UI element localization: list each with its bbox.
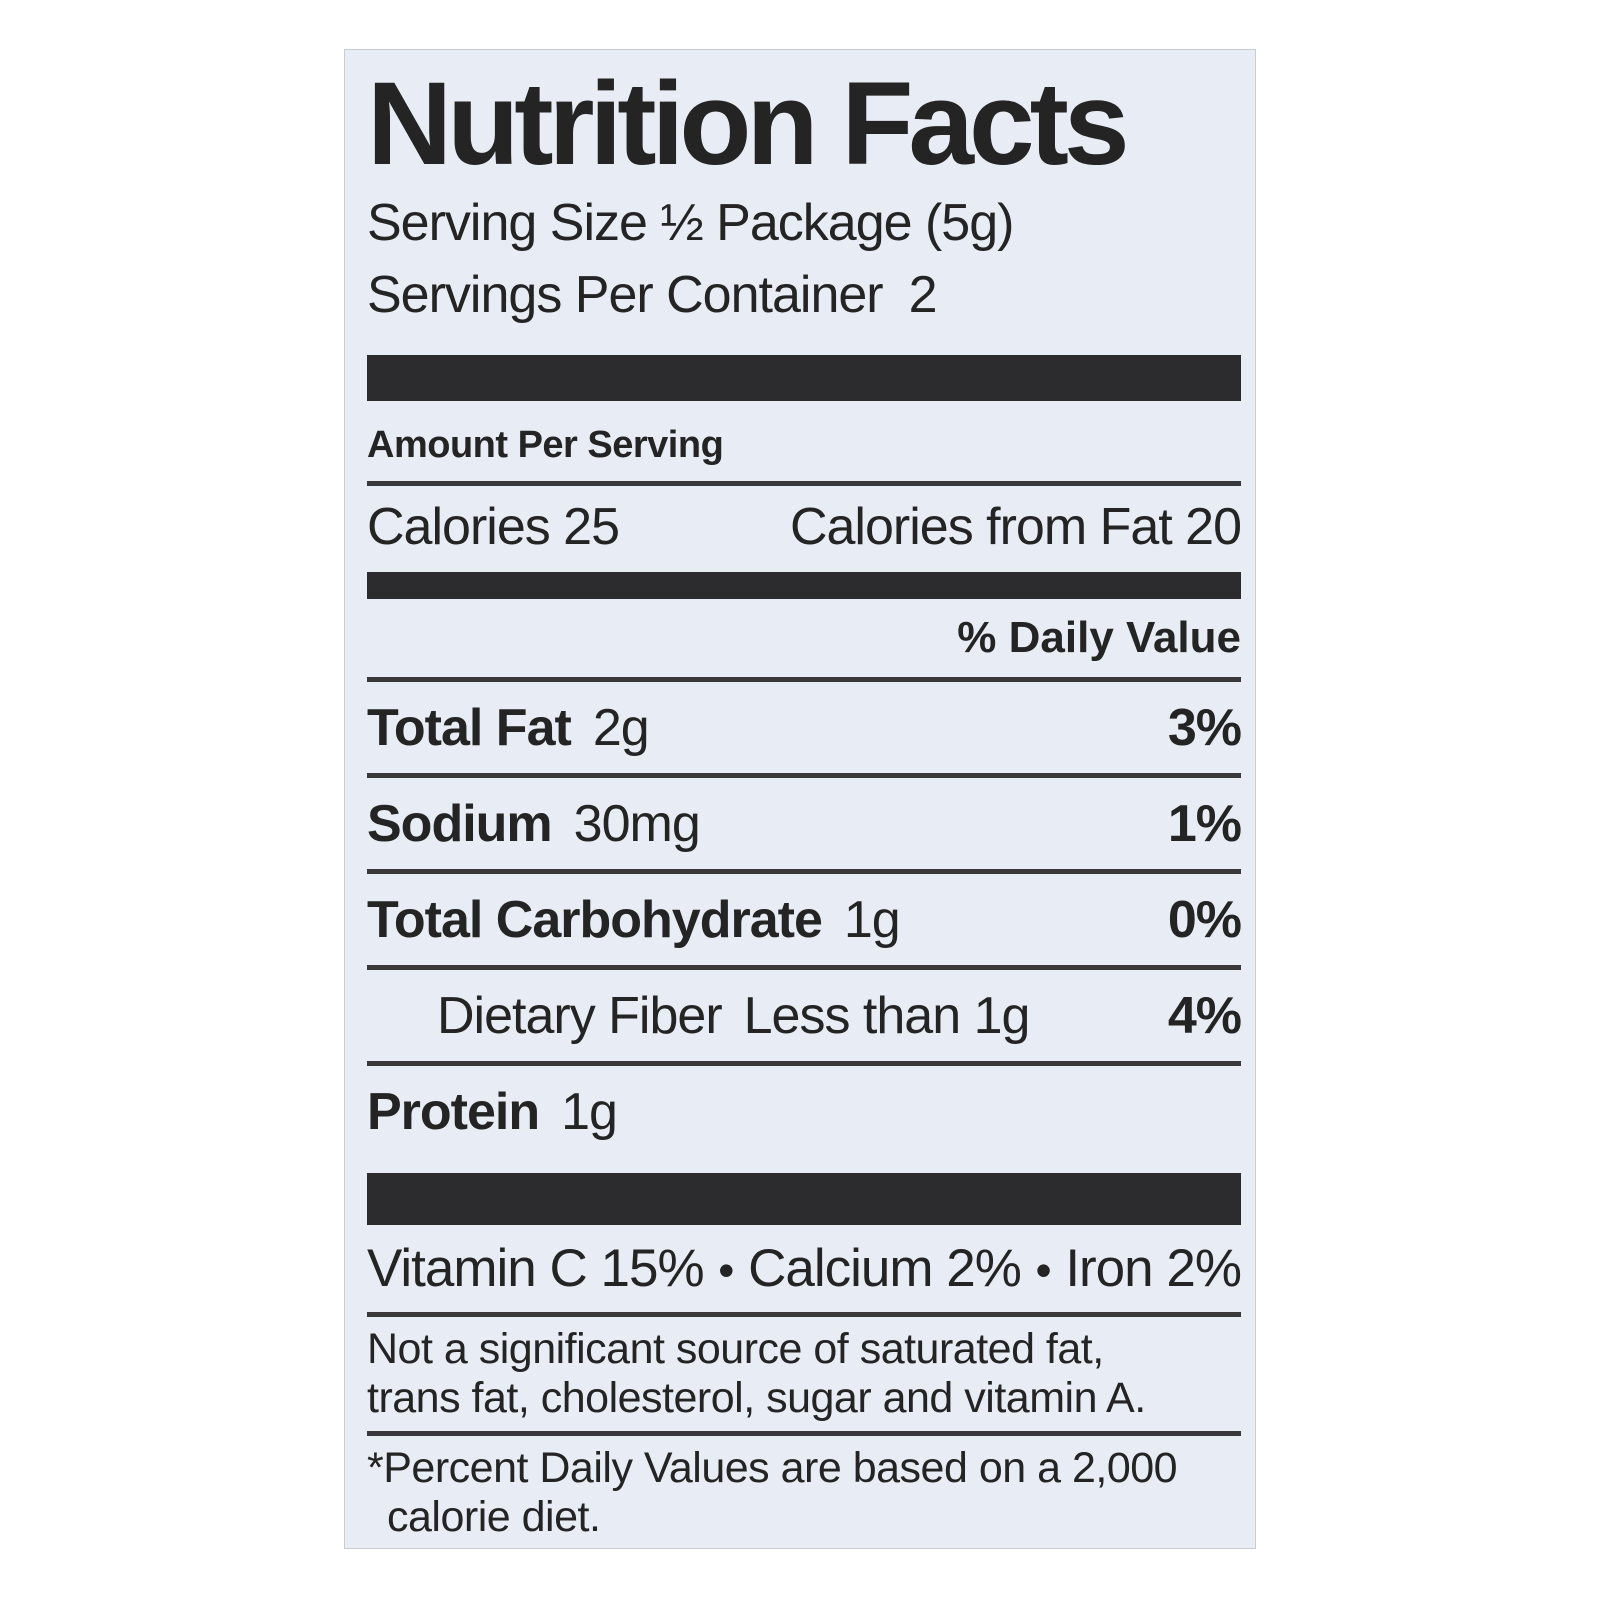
nutrition-facts-label: Nutrition Facts Serving Size ½ Package (… — [344, 49, 1256, 1549]
footnote-line2: calorie diet. — [387, 1493, 601, 1542]
daily-values-footnote: *Percent Daily Values are based on a 2,0… — [367, 1444, 1241, 1542]
serving-size-line: Serving Size ½ Package (5g) — [367, 194, 1014, 253]
section-divider-bar — [367, 1173, 1241, 1226]
nutrient-name: Total Carbohydrate — [367, 891, 823, 950]
rule — [367, 1431, 1241, 1437]
rule — [367, 677, 1241, 683]
not-significant-line2: trans fat, cholesterol, sugar and vitami… — [367, 1374, 1146, 1423]
calories-from-fat-value: Calories from Fat 20 — [789, 498, 1242, 557]
nutrient-amount: 1g — [561, 1083, 618, 1142]
calcium-value: Calcium 2% — [748, 1239, 1022, 1299]
rule — [367, 773, 1241, 779]
rule — [367, 869, 1241, 875]
servings-per-container-label: Servings Per Container — [367, 266, 884, 325]
nutrient-name: Protein — [367, 1083, 540, 1142]
iron-value: Iron 2% — [1065, 1239, 1242, 1299]
label-title: Nutrition Facts — [367, 58, 1130, 190]
bullet-separator: • — [718, 1244, 734, 1297]
nutrient-amount: Less than 1g — [743, 987, 1031, 1046]
nutrient-row-total-carbohydrate: Total Carbohydrate 1g 0% — [367, 874, 1242, 965]
calories-row: Calories 25 Calories from Fat 20 — [367, 496, 1242, 558]
nutrient-amount: 1g — [843, 891, 901, 950]
nutrient-row-sodium: Sodium 30mg 1% — [367, 778, 1242, 869]
footnote-line1: *Percent Daily Values are based on a 2,0… — [367, 1444, 1178, 1493]
section-divider-bar — [367, 355, 1241, 402]
amount-per-serving-header: Amount Per Serving — [367, 424, 724, 467]
nutrient-name: Sodium — [367, 795, 553, 854]
servings-per-container-value: 2 — [908, 266, 938, 325]
nutrient-daily-value: 4% — [1167, 987, 1242, 1046]
bullet-separator: • — [1035, 1244, 1052, 1297]
nutrient-row-dietary-fiber: Dietary Fiber Less than 1g 4% — [367, 970, 1242, 1061]
rule — [367, 1061, 1241, 1067]
servings-per-container-line: Servings Per Container 2 — [367, 259, 1241, 331]
nutrient-daily-value: 3% — [1167, 699, 1242, 758]
rule — [367, 1312, 1241, 1318]
vitamins-row: Vitamin C 15% • Calcium 2% • Iron 2% — [367, 1237, 1242, 1302]
vitamin-c-value: Vitamin C 15% — [367, 1239, 705, 1299]
nutrient-row-protein: Protein 1g — [367, 1066, 1241, 1157]
nutrient-amount: 2g — [592, 699, 650, 758]
nutrient-amount: 30mg — [573, 795, 701, 854]
nutrient-name: Dietary Fiber — [437, 987, 723, 1046]
not-significant-line1: Not a significant source of saturated fa… — [367, 1325, 1104, 1374]
daily-value-header: % Daily Value — [957, 613, 1241, 663]
calories-value: Calories 25 — [367, 498, 620, 557]
nutrient-row-total-fat: Total Fat 2g 3% — [367, 682, 1242, 773]
not-significant-note: Not a significant source of saturated fa… — [367, 1325, 1241, 1423]
nutrient-daily-value: 0% — [1167, 891, 1242, 950]
rule — [367, 481, 1241, 487]
nutrient-name: Total Fat — [367, 699, 572, 758]
rule — [367, 965, 1241, 971]
nutrient-daily-value: 1% — [1167, 795, 1242, 854]
section-divider-bar — [367, 572, 1241, 600]
